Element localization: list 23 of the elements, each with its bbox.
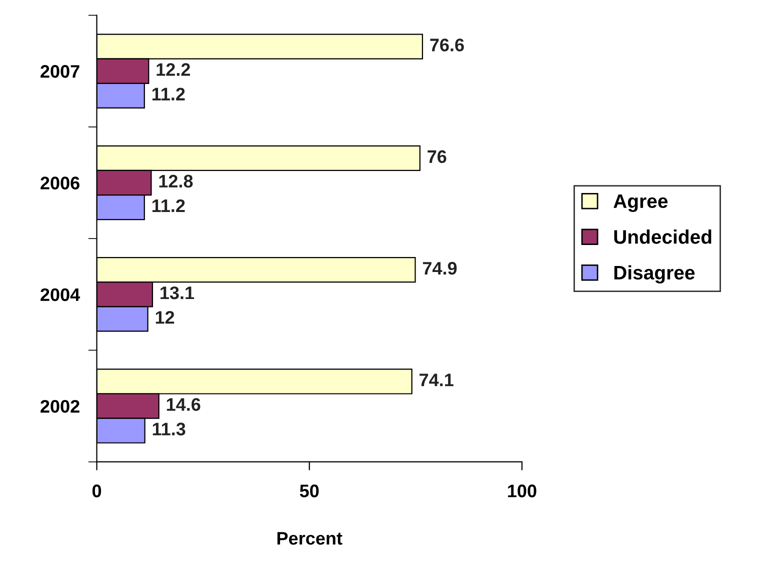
y-tick-label: 2006 — [40, 176, 80, 190]
x-axis-title: Percent — [277, 532, 342, 545]
data-label: 12 — [156, 311, 174, 324]
legend-label: Agree — [614, 194, 668, 212]
x-tick-label: 0 — [92, 484, 102, 498]
legend-label: Undecided — [614, 230, 712, 244]
x-tick-label: 50 — [300, 484, 319, 498]
data-label: 14.6 — [166, 398, 200, 411]
y-tick-label: 2002 — [40, 400, 80, 413]
data-label: 12.8 — [159, 174, 193, 188]
data-label: 11.2 — [152, 199, 185, 212]
y-tick-label: 2007 — [40, 65, 80, 78]
data-label: 13.1 — [160, 286, 194, 300]
data-label: 11.3 — [152, 422, 186, 436]
x-tick-label: 100 — [508, 484, 536, 498]
y-tick-label: 2004 — [40, 288, 80, 302]
data-label: 76 — [428, 150, 446, 164]
data-label: 74.1 — [420, 374, 454, 386]
data-label: 12.2 — [156, 63, 190, 76]
data-label: 74.9 — [422, 262, 457, 275]
legend-label: Disagree — [614, 265, 695, 284]
data-label: 76.6 — [430, 38, 464, 52]
data-label: 11.2 — [152, 88, 185, 100]
